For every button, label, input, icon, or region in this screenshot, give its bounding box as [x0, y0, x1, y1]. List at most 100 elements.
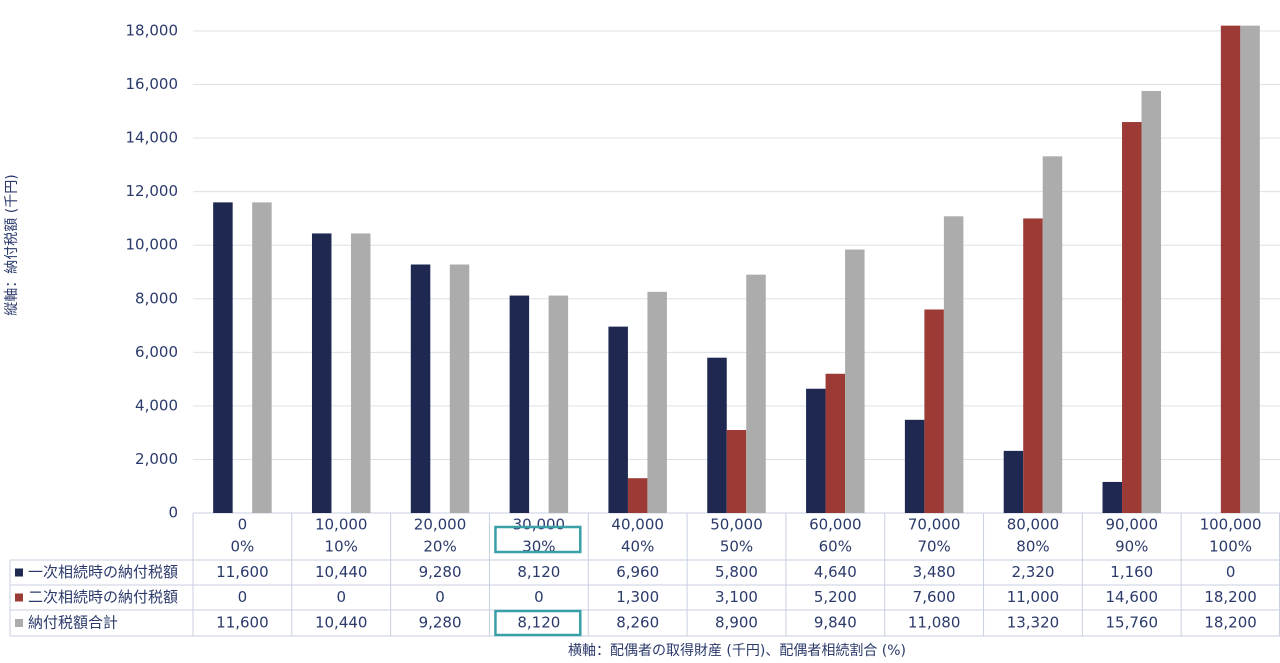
table-value: 11,600	[216, 614, 269, 632]
legend-swatch	[15, 593, 23, 602]
bar	[1042, 156, 1063, 513]
y-tick-label: 6,000	[135, 343, 178, 361]
y-tick-label: 18,000	[126, 22, 179, 40]
table-value: 13,320	[1007, 614, 1060, 632]
bar	[726, 429, 747, 513]
legend-swatch	[15, 619, 23, 627]
table-value: 8,900	[715, 614, 758, 632]
table-value: 1,300	[616, 588, 659, 606]
table-value: 15,760	[1106, 614, 1159, 632]
bar	[252, 202, 272, 513]
x-tick-label: 90%	[1115, 538, 1148, 556]
y-tick-label: 2,000	[135, 450, 178, 468]
bar	[806, 388, 826, 513]
bar	[647, 291, 667, 513]
x-tick-label: 90,000	[1106, 516, 1159, 534]
table-value: 10,440	[315, 563, 368, 581]
x-tick-label: 60%	[819, 538, 852, 556]
bar	[707, 357, 727, 513]
table-value: 2,320	[1011, 563, 1054, 581]
x-tick-label: 30,000	[513, 516, 566, 534]
x-tick-label: 80%	[1016, 538, 1049, 556]
bar	[627, 478, 648, 513]
x-tick-label: 50%	[720, 538, 753, 556]
table-value: 5,200	[814, 588, 857, 606]
x-tick-label: 20,000	[414, 516, 467, 534]
x-axis-title: 横軸：配偶者の取得財産 (千円)、配偶者相続割合 (%)	[568, 642, 906, 659]
bar	[548, 295, 569, 513]
table-value: 8,260	[616, 614, 659, 632]
y-axis-title: 縦軸：納付税額 (千円)	[4, 174, 20, 315]
table-value: 11,080	[908, 614, 961, 632]
x-tick-label: 40%	[621, 538, 654, 556]
bar	[1023, 218, 1043, 513]
x-tick-label: 0	[238, 516, 248, 534]
x-tick-label: 10,000	[315, 516, 368, 534]
bar	[608, 326, 628, 513]
y-tick-label: 8,000	[135, 289, 178, 307]
table-value: 9,280	[419, 614, 462, 632]
table-value: 11,000	[1007, 588, 1060, 606]
bar	[746, 274, 766, 513]
table-value: 1,160	[1110, 563, 1153, 581]
bar	[904, 419, 925, 513]
x-tick-label: 100%	[1209, 538, 1252, 556]
table-value: 9,280	[419, 563, 462, 581]
bar	[1102, 481, 1123, 513]
y-tick-label: 14,000	[126, 129, 179, 147]
bar	[924, 309, 944, 513]
bar	[449, 264, 470, 513]
x-tick-label: 60,000	[809, 516, 862, 534]
table-value: 0	[238, 588, 248, 606]
table-value: 0	[336, 588, 346, 606]
x-tick-label: 70%	[917, 538, 950, 556]
bar	[410, 264, 431, 513]
table-value: 18,200	[1204, 614, 1257, 632]
table-value: 0	[534, 588, 544, 606]
table-value: 14,600	[1106, 588, 1159, 606]
table-value: 0	[435, 588, 445, 606]
legend-label: 二次相続時の納付税額	[28, 588, 178, 606]
bar	[1122, 122, 1142, 514]
table-value: 4,640	[814, 563, 857, 581]
table-value: 3,100	[715, 588, 758, 606]
table-value: 11,600	[216, 563, 269, 581]
x-tick-label: 100,000	[1200, 516, 1262, 534]
legend-swatch	[15, 568, 23, 577]
highlight-box	[494, 525, 582, 554]
table-value: 9,840	[814, 614, 857, 632]
y-tick-label: 12,000	[126, 182, 179, 200]
table-value: 5,800	[715, 563, 758, 581]
table-value: 8,120	[517, 614, 560, 632]
table-value: 10,440	[315, 614, 368, 632]
x-tick-label: 0%	[231, 538, 255, 556]
legend-label: 納付税額合計	[28, 614, 118, 632]
x-tick-label: 40,000	[611, 516, 664, 534]
x-tick-label: 20%	[423, 538, 456, 556]
x-tick-label: 50,000	[710, 516, 763, 534]
bar	[845, 249, 865, 514]
legend-label: 一次相続時の納付税額	[28, 563, 178, 581]
highlight-box	[494, 609, 582, 637]
y-tick-label: 10,000	[126, 236, 179, 254]
y-tick-label: 0	[168, 504, 178, 522]
table-value: 18,200	[1204, 588, 1257, 606]
bar	[350, 233, 371, 513]
bar	[1003, 450, 1024, 513]
table-value: 6,960	[616, 563, 659, 581]
table-value: 3,480	[913, 563, 956, 581]
bar	[213, 202, 233, 513]
table-value: 7,600	[913, 588, 956, 606]
table-value: 0	[1226, 563, 1236, 581]
y-tick-label: 16,000	[126, 75, 179, 93]
table-value: 8,120	[517, 563, 560, 581]
bar	[1141, 90, 1162, 513]
x-tick-label: 70,000	[908, 516, 961, 534]
bar	[825, 373, 846, 513]
bar	[1240, 25, 1260, 514]
x-tick-label: 80,000	[1007, 516, 1060, 534]
x-tick-label: 10%	[325, 538, 358, 556]
bar	[311, 233, 332, 513]
bar	[509, 295, 530, 513]
